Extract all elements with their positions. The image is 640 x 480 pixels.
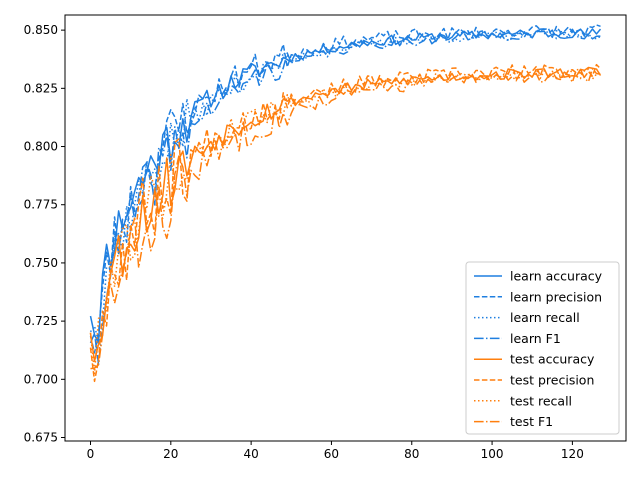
series-line-learn-recall — [89, 29, 601, 343]
y-axis: 0.675 0.700 0.725 0.750 0.775 0.800 0.825 0.850 — [24, 23, 65, 445]
legend-entry-label: learn recall — [510, 310, 580, 325]
legend-entry-label: learn accuracy — [510, 269, 603, 284]
x-tick-label: 80 — [404, 447, 419, 461]
y-tick-label: 0.750 — [24, 256, 58, 270]
legend-entry-label: test precision — [510, 373, 594, 388]
y-tick-label: 0.850 — [24, 23, 58, 37]
y-tick-label: 0.800 — [24, 140, 58, 154]
x-tick-label: 120 — [561, 447, 584, 461]
series-line-learn-f1 — [89, 28, 601, 365]
x-tick-label: 40 — [243, 447, 258, 461]
legend: learn accuracy learn precision learn recal… — [465, 261, 620, 435]
legend-box — [465, 261, 620, 435]
x-tick-label: 20 — [163, 447, 178, 461]
x-axis: 0 20 40 60 80 100 120 — [87, 441, 584, 461]
y-tick-label: 0.725 — [24, 314, 58, 328]
legend-entry-label: learn precision — [510, 289, 602, 304]
x-tick-label: 0 — [87, 447, 95, 461]
series-line-test-precision — [89, 63, 602, 383]
y-tick-label: 0.775 — [24, 198, 58, 212]
y-tick-label: 0.700 — [24, 372, 58, 386]
series-line-test-f1 — [90, 68, 601, 370]
legend-entry-label: test F1 — [510, 414, 553, 429]
plot-lines — [89, 24, 602, 383]
y-tick-label: 0.825 — [24, 81, 58, 95]
x-tick-label: 100 — [481, 447, 504, 461]
plot-frame — [64, 14, 627, 442]
series-line-learn-precision — [89, 24, 601, 354]
legend-entry-label: test recall — [510, 393, 572, 408]
legend-entry-label: test accuracy — [510, 352, 595, 367]
legend-entry-label: learn F1 — [510, 331, 561, 346]
x-tick-label: 60 — [324, 447, 339, 461]
y-tick-label: 0.675 — [24, 431, 58, 445]
